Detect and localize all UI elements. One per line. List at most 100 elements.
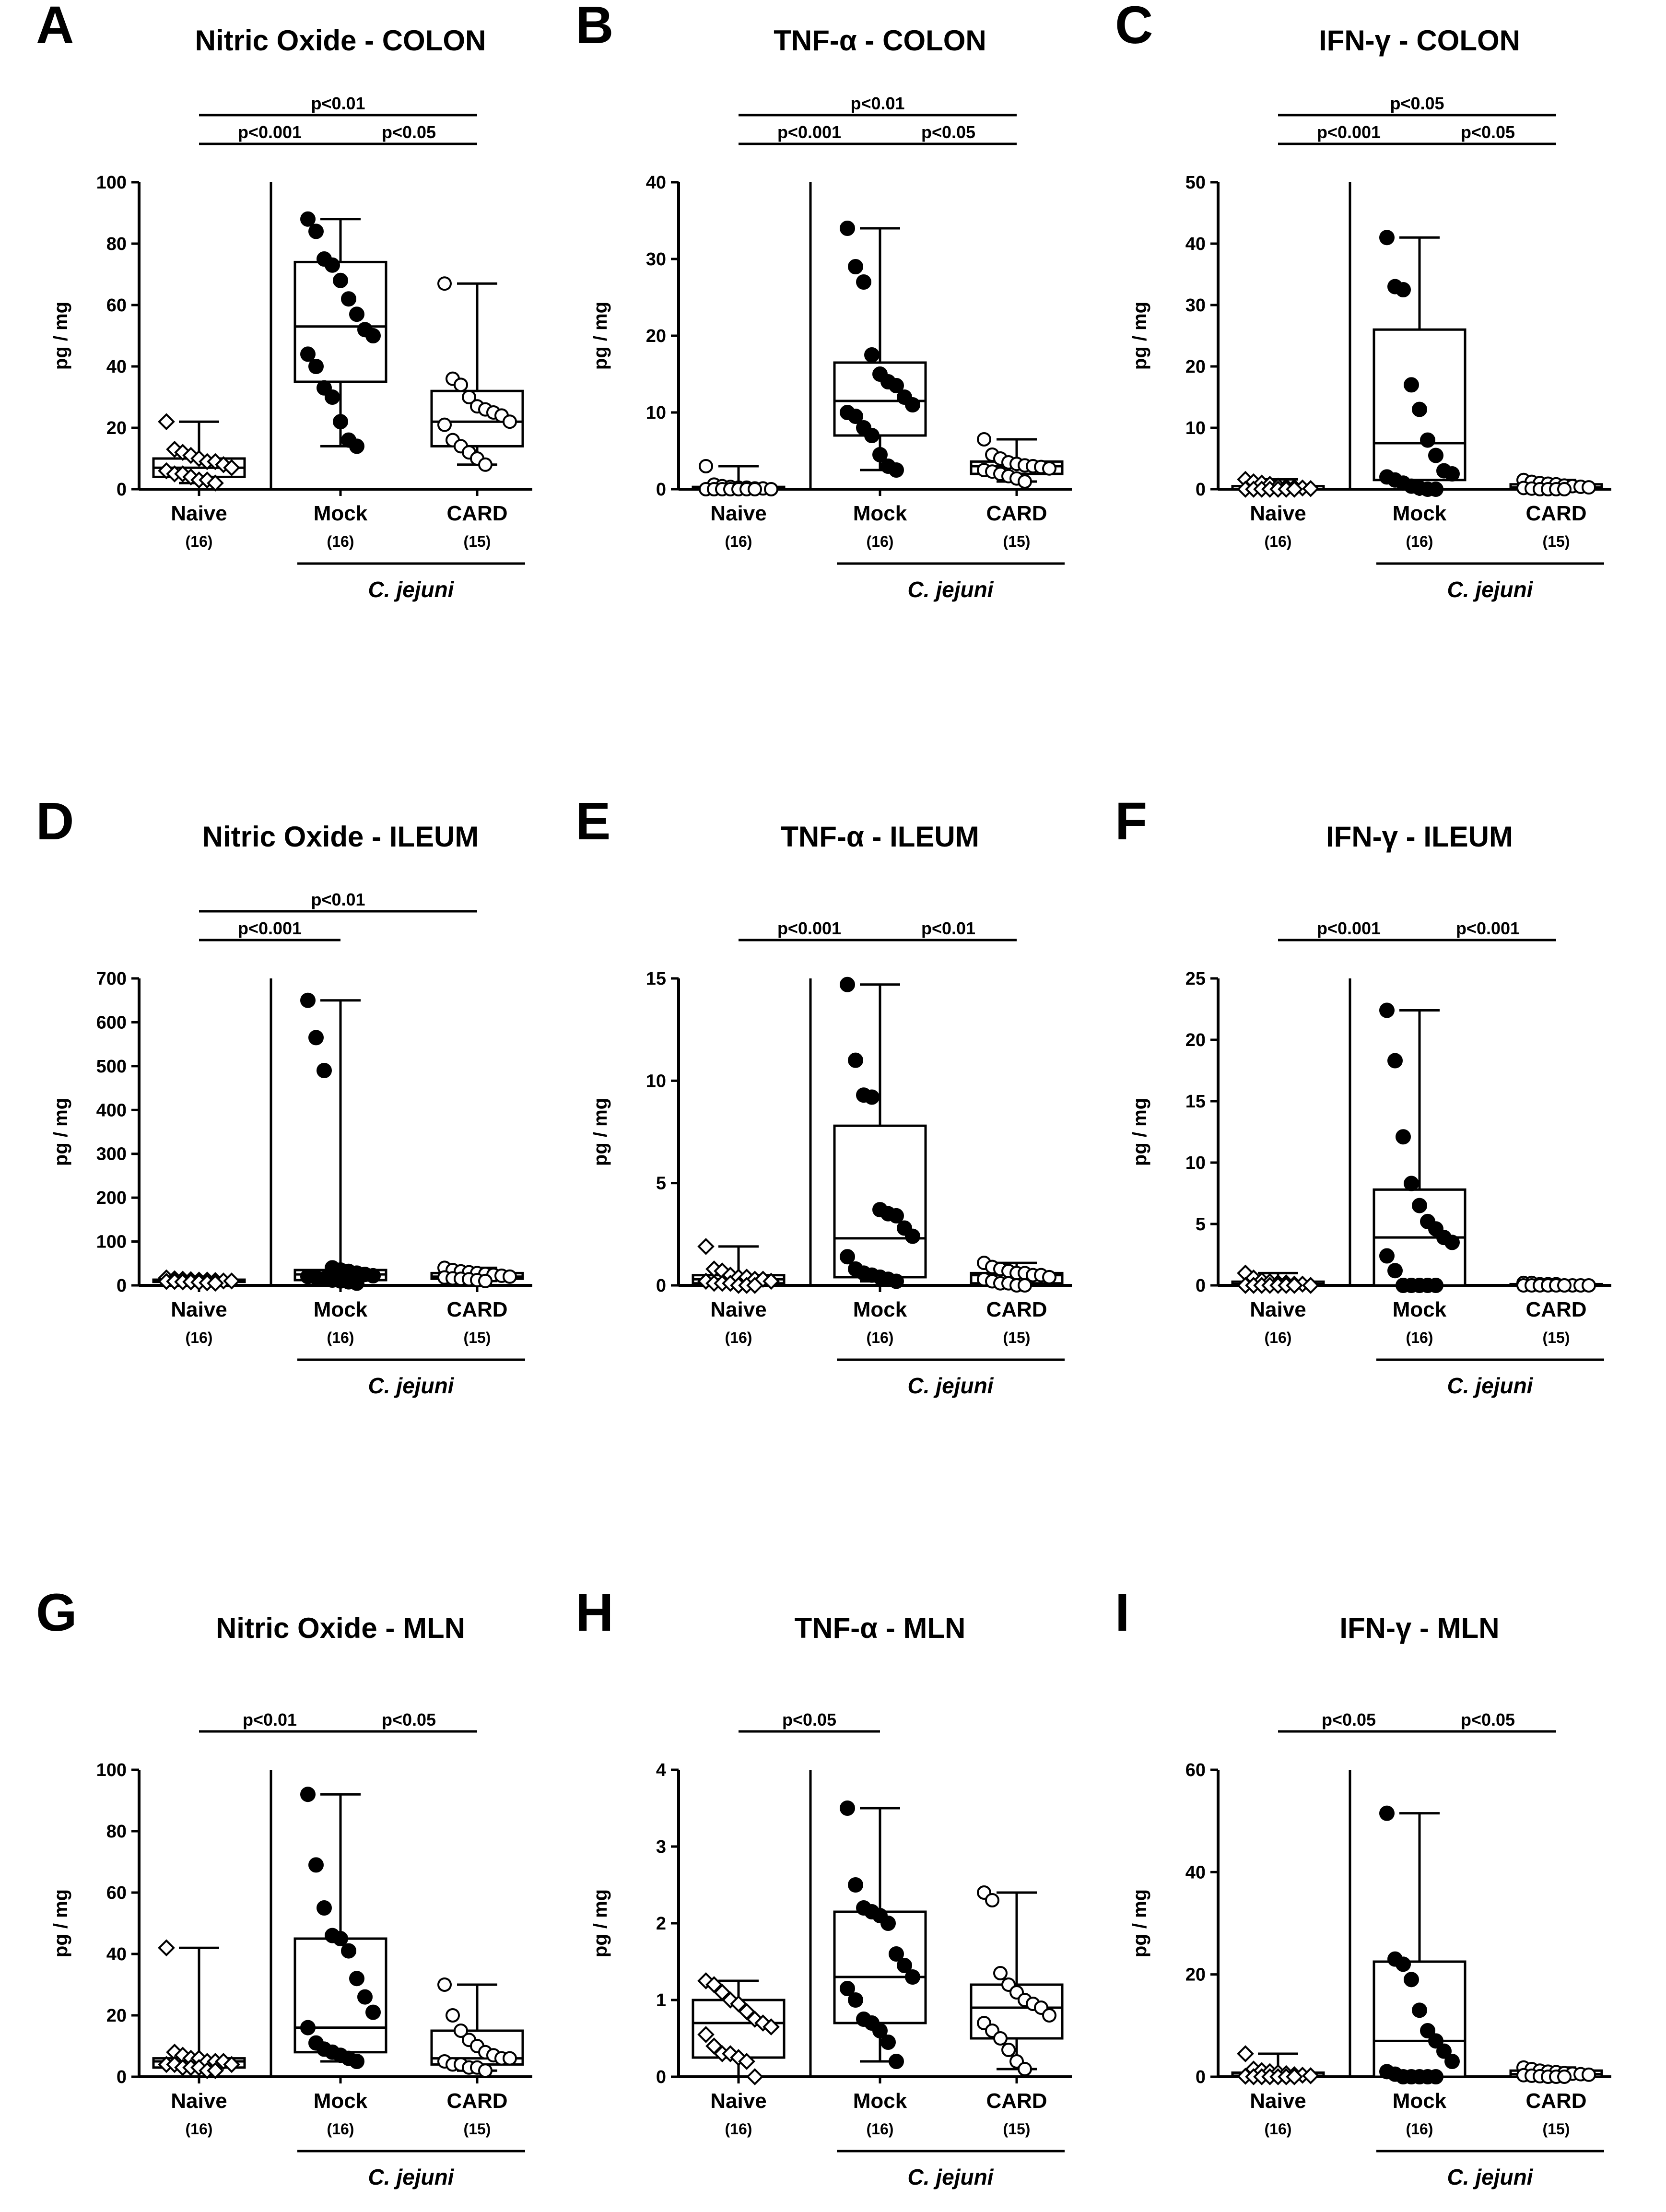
y-tick-label: 200 <box>96 1188 127 1208</box>
category-label: CARD <box>1525 2089 1586 2113</box>
series-naive <box>152 1269 246 1292</box>
data-point <box>1042 2008 1056 2023</box>
data-point <box>300 211 316 227</box>
data-point <box>325 389 340 405</box>
sample-count: (15) <box>1003 533 1031 550</box>
data-point <box>349 1971 364 1987</box>
series-mock <box>293 1787 387 2069</box>
sample-count: (15) <box>464 1329 491 1346</box>
y-tick-label: 40 <box>646 173 666 193</box>
data-point <box>705 1976 723 1993</box>
y-tick-label: 20 <box>1185 357 1206 377</box>
category-label: Naive <box>171 2089 227 2113</box>
y-tick-label: 10 <box>1185 1153 1206 1173</box>
data-point <box>889 1273 904 1289</box>
data-point <box>1444 2054 1460 2069</box>
category-label: Mock <box>853 502 907 525</box>
data-point <box>341 291 356 307</box>
y-tick-label: 0 <box>1196 480 1206 500</box>
data-point <box>705 2037 723 2055</box>
data-point <box>1582 2067 1596 2082</box>
data-point <box>880 1916 896 1931</box>
data-point <box>503 2051 517 2066</box>
data-point <box>1444 466 1460 482</box>
series-mock <box>833 977 927 1289</box>
data-point <box>478 1273 493 1288</box>
sample-count: (16) <box>327 2120 354 2138</box>
y-tick-label: 100 <box>96 1760 127 1780</box>
data-point <box>437 276 452 291</box>
data-point <box>763 2018 780 2036</box>
sample-count: (16) <box>725 1329 752 1346</box>
data-point <box>1379 1248 1395 1264</box>
data-point <box>889 2054 904 2069</box>
y-axis-label: pg / mg <box>590 302 611 370</box>
panel-title: TNF-α - COLON <box>774 24 986 57</box>
y-tick-label: 60 <box>106 295 127 316</box>
p-value-label: p<0.05 <box>1461 122 1515 142</box>
y-tick-label: 15 <box>1185 1092 1206 1112</box>
y-tick-label: 40 <box>1185 234 1206 254</box>
sample-count: (16) <box>867 533 894 550</box>
panel-h: H TNF-α - MLN 0 1 2 3 4 pg / mg Naive (16) Mock (16… <box>575 1583 1072 2189</box>
p-value-label: p<0.05 <box>782 1710 836 1730</box>
panel-b: B TNF-α - COLON 0 10 20 30 40 pg / mg Naive (16) M… <box>575 0 1072 602</box>
series-naive <box>692 459 786 496</box>
sample-count: (16) <box>725 533 752 550</box>
category-label: CARD <box>1525 1298 1586 1321</box>
data-point <box>365 2004 381 2020</box>
data-point <box>1396 282 1411 297</box>
series-mock <box>833 1800 927 2069</box>
data-point <box>880 2035 896 2050</box>
panel-e: E TNF-α - ILEUM 0 5 10 15 pg / mg Naive (16) Mock… <box>575 792 1072 1398</box>
data-point <box>1428 447 1443 463</box>
sample-count: (16) <box>867 1329 894 1346</box>
y-axis-label: pg / mg <box>1129 302 1150 370</box>
y-tick-label: 40 <box>106 1944 127 1965</box>
sample-count: (16) <box>1265 533 1292 550</box>
y-tick-label: 50 <box>1185 173 1206 193</box>
data-point <box>1404 1176 1419 1191</box>
p-value-label: p<0.001 <box>777 122 841 142</box>
series-mock <box>1373 1805 1467 2084</box>
series-card <box>430 1977 524 2078</box>
data-point <box>1237 2045 1254 2062</box>
p-value-label: p<0.05 <box>921 122 975 142</box>
data-point <box>840 1800 855 1816</box>
p-value-label: p<0.01 <box>921 918 975 938</box>
data-point <box>349 438 364 454</box>
series-naive <box>692 1972 786 2085</box>
data-point <box>889 1946 904 1962</box>
panel-letter: A <box>36 0 74 55</box>
data-point <box>503 1269 517 1284</box>
sample-count: (16) <box>327 533 354 550</box>
sample-count: (15) <box>1003 2120 1031 2138</box>
data-point <box>207 474 224 492</box>
panel-letter: C <box>1115 0 1153 55</box>
data-point <box>872 2023 888 2038</box>
data-point <box>985 1893 999 1907</box>
series-mock <box>833 221 927 478</box>
data-point <box>697 1238 715 1255</box>
data-point <box>1404 377 1419 393</box>
y-tick-label: 0 <box>117 1276 127 1296</box>
data-point <box>454 377 468 392</box>
data-point <box>897 1958 912 1973</box>
p-value-label: p<0.001 <box>777 918 841 938</box>
data-point <box>478 2063 493 2078</box>
data-point <box>1302 480 1319 497</box>
group-label: C. jejuni <box>1447 2165 1534 2189</box>
category-label: Naive <box>1250 502 1306 525</box>
data-point <box>478 457 493 472</box>
data-point <box>158 1939 175 1957</box>
data-point <box>746 2068 763 2085</box>
series-card <box>970 1256 1064 1293</box>
category-label: Mock <box>853 1298 907 1321</box>
data-point <box>993 1966 1008 1980</box>
data-point <box>1286 481 1303 498</box>
panel-title: IFN-γ - ILEUM <box>1326 821 1513 853</box>
data-point <box>1582 480 1596 495</box>
y-tick-label: 25 <box>1185 969 1206 989</box>
p-value-label: p<0.05 <box>1461 1710 1515 1730</box>
data-point <box>1018 2062 1032 2076</box>
